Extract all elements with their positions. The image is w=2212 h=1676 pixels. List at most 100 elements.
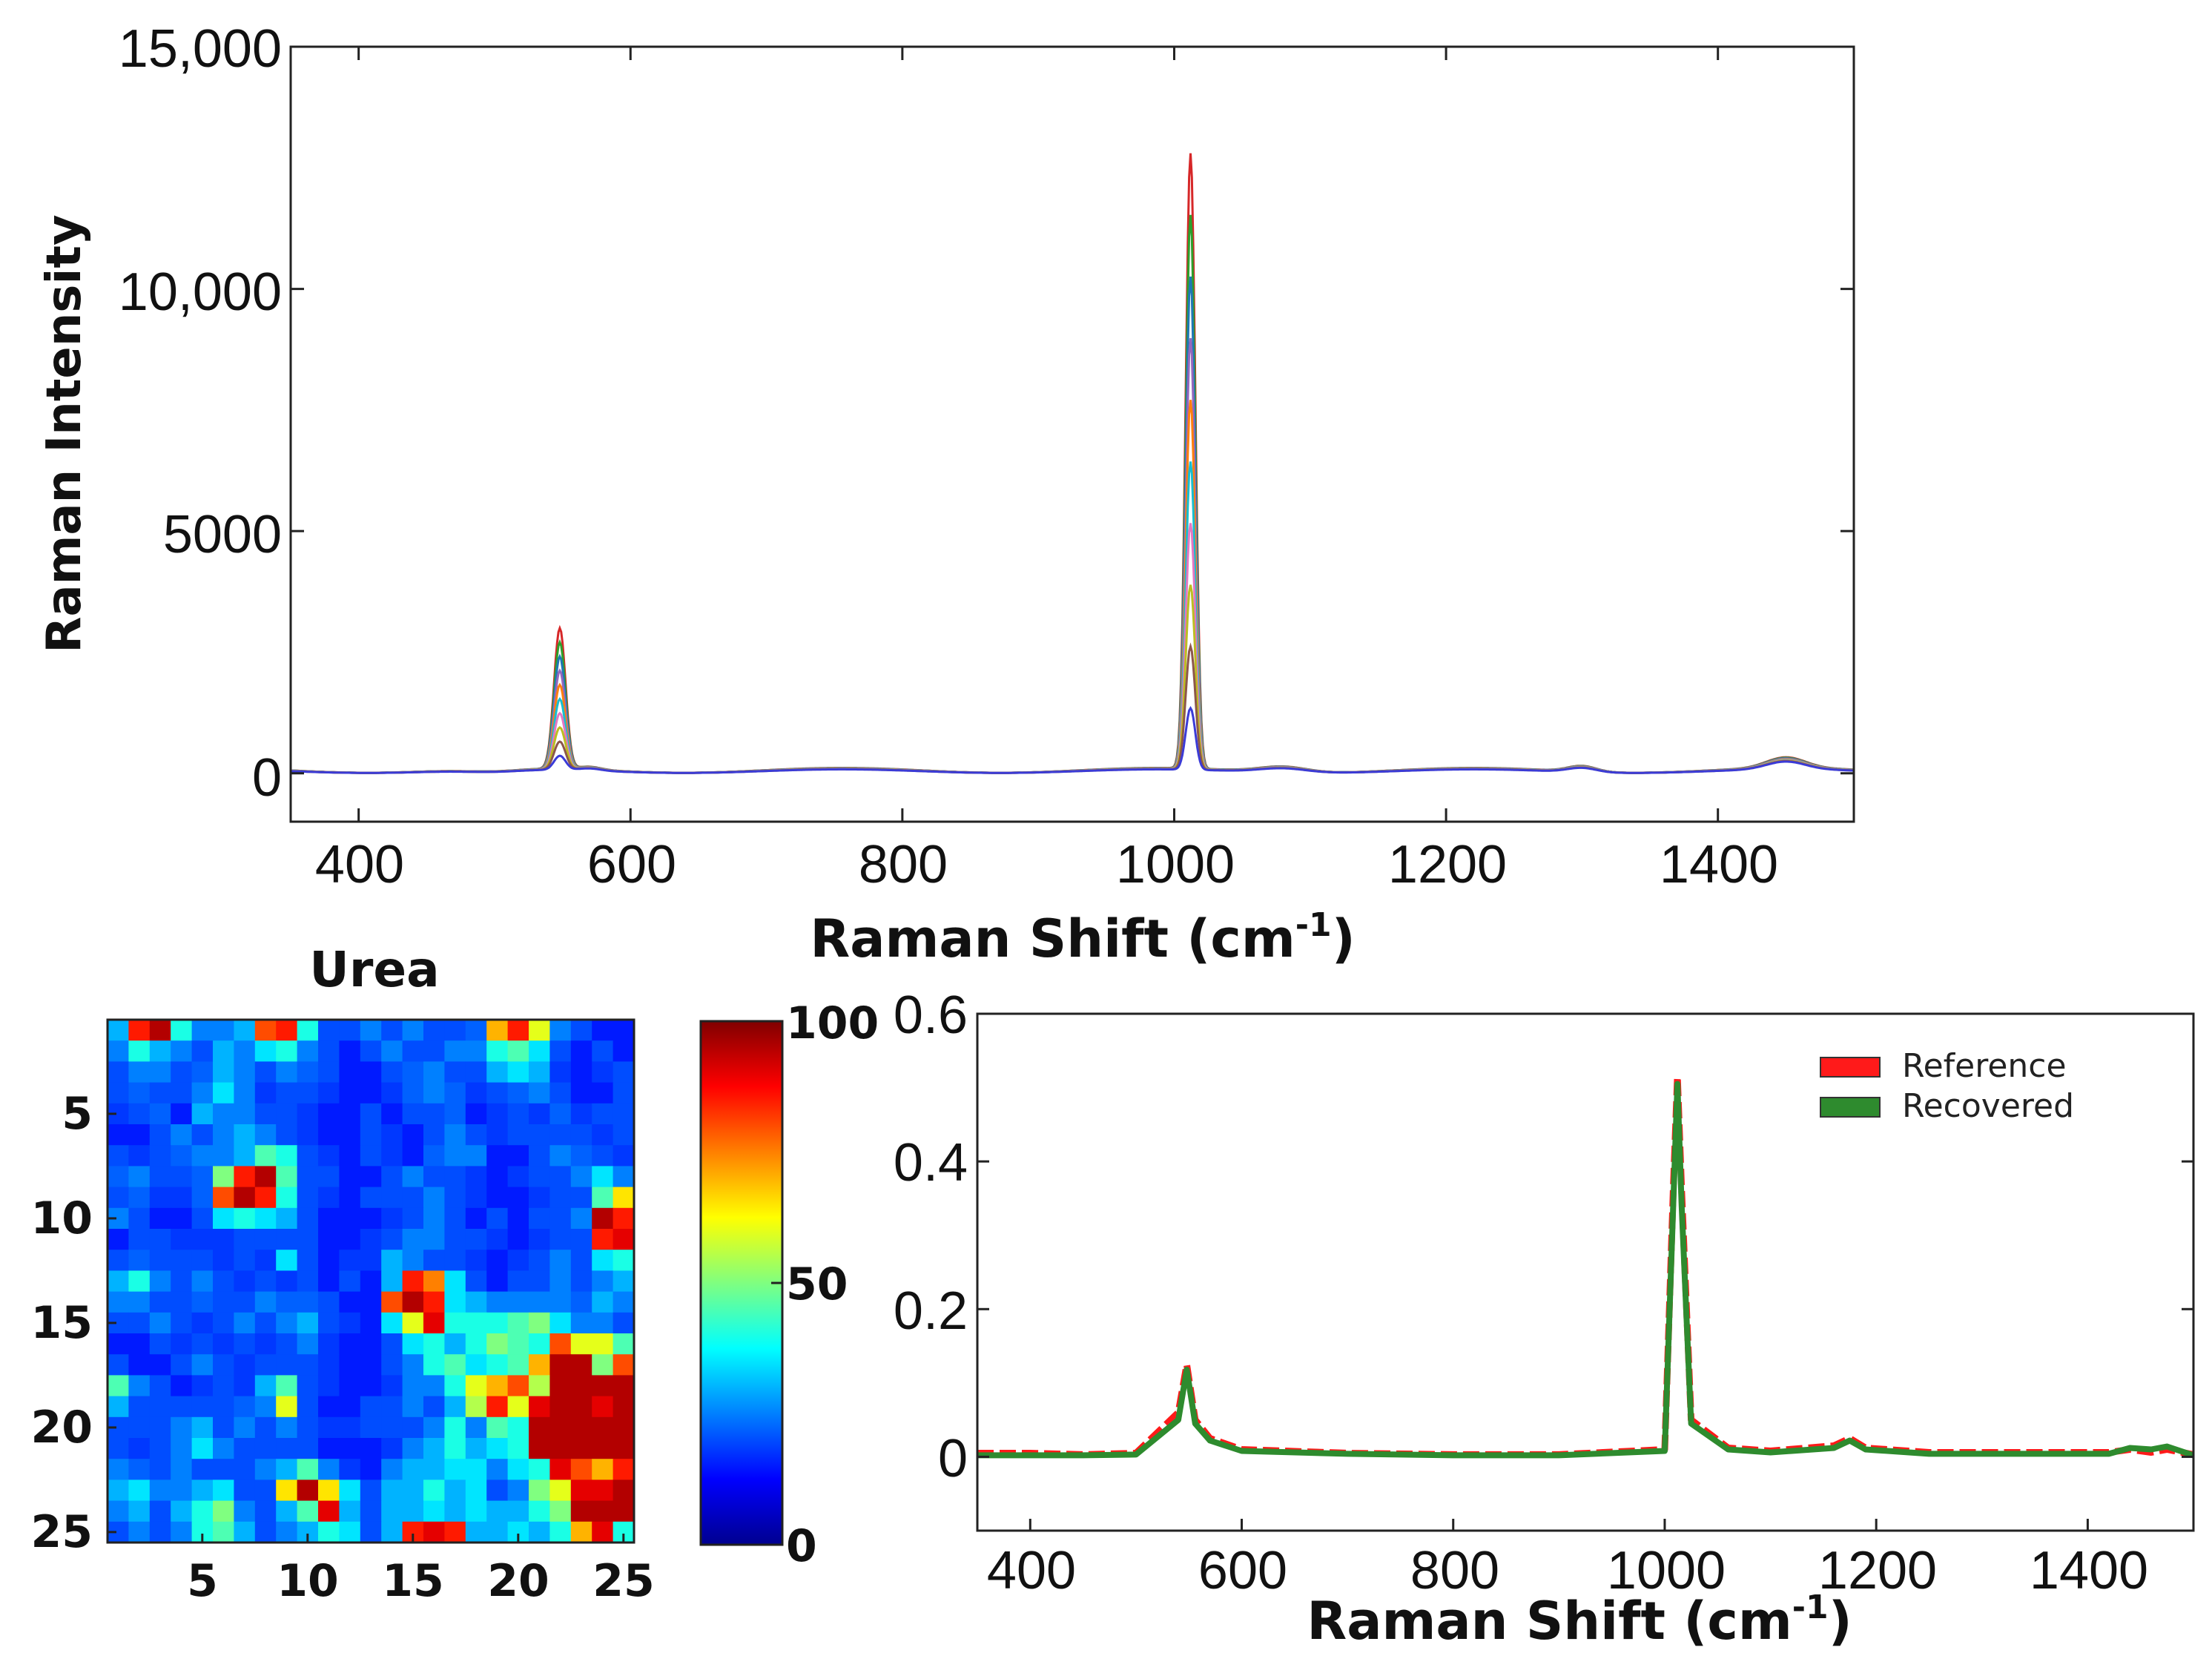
heatmap-cell-3-1	[108, 1061, 129, 1083]
heatmap-cell-19-23	[570, 1396, 592, 1418]
heatmap-cell-10-20	[507, 1207, 529, 1230]
heatmap-cell-25-11	[318, 1521, 340, 1543]
heatmap-cell-9-5	[191, 1187, 214, 1209]
heatmap-cell-14-21	[529, 1291, 550, 1313]
heatmap-cell-20-12	[339, 1416, 361, 1439]
heatmap-cell-13-15	[402, 1270, 424, 1293]
heatmap-cell-5-3	[149, 1103, 171, 1125]
heatmap-cell-3-10	[297, 1061, 319, 1083]
heatmap-cell-22-19	[486, 1459, 509, 1480]
heatmap-cell-17-1	[108, 1354, 129, 1376]
bottom-ytick-0: 0	[938, 1429, 968, 1488]
heatmap-cell-23-18	[465, 1479, 487, 1502]
heatmap-cell-14-3	[149, 1291, 171, 1313]
heatmap-cell-19-25	[613, 1396, 635, 1418]
heatmap-cell-22-9	[276, 1459, 298, 1480]
heatmap-cell-6-9	[276, 1124, 298, 1146]
heatmap-cell-3-22	[549, 1061, 572, 1083]
colorbar-label-50: 50	[786, 1258, 848, 1310]
heatmap-cell-10-12	[339, 1207, 361, 1230]
heatmap-cell-22-10	[297, 1459, 319, 1480]
heatmap-cell-5-10	[297, 1103, 319, 1125]
heatmap-cell-25-19	[486, 1521, 509, 1543]
heatmap-cell-22-2	[128, 1459, 151, 1480]
heatmap-cell-7-15	[402, 1145, 424, 1167]
heatmap-cell-9-3	[149, 1187, 171, 1209]
top-plot-frame	[289, 45, 1855, 823]
heatmap-cell-3-8	[254, 1061, 277, 1083]
heatmap-cell-16-1	[108, 1333, 129, 1355]
heatmap-cell-23-13	[360, 1479, 382, 1502]
heatmap-cell-14-9	[276, 1291, 298, 1313]
heatmap-cell-8-7	[234, 1166, 256, 1188]
heatmap-cell-24-13	[360, 1500, 382, 1522]
heatmap-cell-18-22	[549, 1375, 572, 1397]
heatmap-cell-16-20	[507, 1333, 529, 1355]
heatmap-cell-16-22	[549, 1333, 572, 1355]
top-spectrum-6	[291, 523, 1855, 774]
heatmap-cell-14-10	[297, 1291, 319, 1313]
heatmap-cell-25-12	[339, 1521, 361, 1543]
heatmap-cell-13-25	[613, 1270, 635, 1293]
heatmap-cell-21-4	[171, 1438, 193, 1459]
heatmap-cell-21-19	[486, 1438, 509, 1459]
heatmap-cell-3-16	[423, 1061, 445, 1083]
heatmap-cell-10-7	[234, 1207, 256, 1230]
heatmap-cell-14-17	[444, 1291, 466, 1313]
heatmap-cell-15-5	[191, 1312, 214, 1334]
heatmap-cell-2-25	[613, 1040, 635, 1062]
heatmap-cell-1-18	[465, 1020, 487, 1041]
heatmap-cell-8-15	[402, 1166, 424, 1188]
heatmap-cell-15-12	[339, 1312, 361, 1334]
heatmap-cell-20-18	[465, 1416, 487, 1439]
heatmap-cell-8-23	[570, 1166, 592, 1188]
heatmap-cell-16-4	[171, 1333, 193, 1355]
heatmap-cell-2-22	[549, 1040, 572, 1062]
heatmap-cell-16-24	[592, 1333, 614, 1355]
heatmap-cell-9-9	[276, 1187, 298, 1209]
heatmap-cell-6-4	[171, 1124, 193, 1146]
heatmap-cell-9-20	[507, 1187, 529, 1209]
heatmap-cell-25-7	[234, 1521, 256, 1543]
heatmap-cell-18-16	[423, 1375, 445, 1397]
heatmap-cell-17-23	[570, 1354, 592, 1376]
top-xtick-400: 400	[315, 835, 404, 894]
heatmap-cell-3-23	[570, 1061, 592, 1083]
heatmap-cell-21-25	[613, 1438, 635, 1459]
heatmap-cell-16-7	[234, 1333, 256, 1355]
heatmap-cell-10-10	[297, 1207, 319, 1230]
heatmap-cell-6-21	[529, 1124, 550, 1146]
heatmap-cell-1-11	[318, 1020, 340, 1041]
heatmap-cell-5-6	[213, 1103, 234, 1125]
heatmap-cell-2-9	[276, 1040, 298, 1062]
heatmap-cell-13-1	[108, 1270, 129, 1293]
top-ytick-15000: 15,000	[119, 19, 282, 79]
bottom-xtick-400: 400	[987, 1541, 1076, 1600]
heatmap-cell-4-7	[234, 1082, 256, 1104]
heatmap-cell-21-16	[423, 1438, 445, 1459]
heatmap-cell-12-21	[529, 1250, 550, 1271]
heatmap-cell-22-21	[529, 1459, 550, 1480]
heatmap-cell-7-4	[171, 1145, 193, 1167]
heatmap-cell-16-5	[191, 1333, 214, 1355]
heatmap-cell-10-23	[570, 1207, 592, 1230]
top-spectrum-0	[290, 153, 1855, 774]
bottom-xtick-1000: 1000	[1607, 1541, 1726, 1600]
heatmap-cell-18-1	[108, 1375, 129, 1397]
heatmap-cell-20-4	[171, 1416, 193, 1439]
heatmap-cell-14-23	[570, 1291, 592, 1313]
heatmap-cell-15-19	[486, 1312, 509, 1334]
heatmap-cell-6-18	[465, 1124, 487, 1146]
heatmap-cell-3-20	[507, 1061, 529, 1083]
heatmap-cell-1-2	[128, 1020, 151, 1041]
heatmap-cell-20-25	[613, 1416, 635, 1439]
heatmap-cell-8-13	[360, 1166, 382, 1188]
top-spectra-lines	[290, 153, 1855, 774]
heatmap-cell-8-1	[108, 1166, 129, 1188]
heatmap-cell-10-6	[213, 1207, 234, 1230]
heatmap-cell-23-16	[423, 1479, 445, 1502]
heatmap-cell-12-17	[444, 1250, 466, 1271]
heatmap-cell-6-2	[128, 1124, 151, 1146]
heatmap-cell-2-14	[381, 1040, 403, 1062]
heatmap-cell-12-11	[318, 1250, 340, 1271]
